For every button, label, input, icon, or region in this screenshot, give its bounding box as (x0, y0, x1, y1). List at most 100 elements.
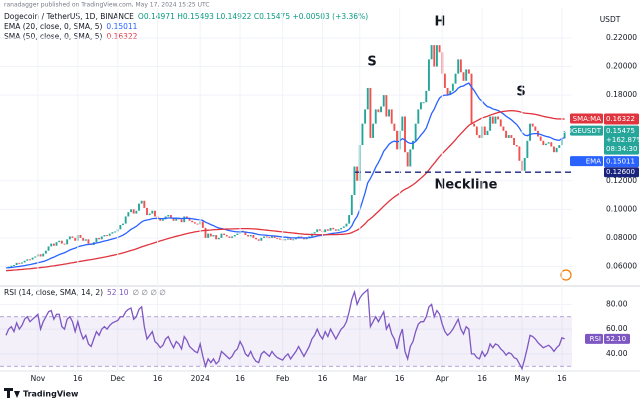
candle-body (292, 239, 295, 241)
annotation: S (516, 85, 525, 100)
candle-body (103, 235, 106, 237)
x-tick-label: 16 (395, 374, 405, 383)
candle-body (553, 146, 555, 153)
x-tick-label: Mar (353, 374, 368, 383)
candle-body (201, 221, 204, 228)
candle-body (135, 210, 138, 214)
candle-body (547, 142, 550, 144)
candle-body (422, 102, 425, 104)
candle-body (231, 236, 234, 238)
candle-body (465, 69, 468, 81)
annotation: S (367, 55, 376, 70)
candle-body (130, 209, 132, 213)
candle-body (425, 90, 428, 103)
series-line (5, 110, 565, 272)
x-tick-label: 2024 (191, 374, 210, 383)
symbol: Dogecoin / TetherUS, 1D, BINANCE (4, 12, 134, 21)
price-tag-name: SMA:MA (573, 115, 602, 123)
candle-body (558, 145, 561, 148)
candle-body (100, 236, 103, 240)
y-tick-label: 0.18000 (606, 90, 637, 99)
candle-body (114, 231, 117, 233)
y-tick-label: 0.06000 (606, 261, 637, 270)
y-tick-label: 0.08000 (606, 233, 637, 242)
candle-body (305, 237, 308, 240)
candle-body (220, 233, 223, 238)
sma-legend-value: 0.16322 (106, 32, 137, 41)
candle-body (119, 225, 122, 230)
ema-legend-value: 0.15011 (106, 22, 137, 31)
price-tag-value: 08:34:30 (606, 145, 637, 153)
candle-body (542, 140, 545, 146)
ohlc: O0.14971 H0.15493 L0.14922 C0.15475 +0.0… (138, 12, 368, 21)
candle-body (356, 166, 359, 181)
candle-body (273, 236, 276, 238)
candle-body (489, 116, 492, 131)
candle-body (63, 243, 66, 245)
candle-body (377, 109, 380, 113)
symbol-line: Dogecoin / TetherUS, 1D, BINANCE O0.14971… (4, 12, 368, 21)
candle-body (523, 157, 526, 171)
candle-body (276, 237, 279, 239)
alert-icon (560, 269, 572, 281)
candle-body (193, 222, 196, 224)
x-tick-label: Feb (276, 374, 290, 383)
candle-body (172, 217, 175, 221)
candle-body (138, 203, 140, 211)
candle-body (47, 246, 50, 251)
candle-body (473, 123, 476, 127)
candle-body (497, 116, 500, 120)
candle-body (39, 254, 42, 257)
candle-body (451, 83, 454, 91)
candle-body (84, 239, 87, 241)
candle-body (499, 119, 502, 127)
candle-body (443, 73, 446, 88)
sma-legend: SMA (50, close, 0, SMA, 5) 0.16322 (4, 32, 138, 41)
candle-body (244, 232, 247, 236)
candle-body (34, 256, 37, 258)
candle-body (111, 232, 114, 234)
x-tick-label: Dec (110, 374, 125, 383)
candle-body (457, 59, 460, 74)
x-tick-label: 16 (477, 374, 487, 383)
candle-body (430, 45, 433, 60)
candle-body (252, 235, 255, 238)
candle-body (188, 217, 191, 221)
candle-body (98, 237, 101, 240)
candle-body (494, 116, 497, 124)
candle-body (316, 229, 319, 233)
candle-body (531, 123, 534, 127)
candle-body (71, 236, 74, 238)
candle-body (361, 123, 364, 146)
sma-legend-label: SMA (50, close, 0, SMA, 5) (4, 32, 103, 41)
x-tick-label: 16 (153, 374, 163, 383)
candle-body (175, 217, 178, 221)
candle-body (505, 130, 508, 138)
candle-body (127, 212, 130, 217)
brand-logo (4, 388, 20, 398)
candle-body (23, 260, 26, 263)
x-tick-label: Apr (436, 374, 450, 383)
candle-body (143, 200, 146, 208)
candle-body (539, 136, 542, 141)
candle-body (417, 109, 420, 124)
candle-body (31, 257, 34, 260)
price-tag-value: +162.87% (606, 136, 640, 144)
candle-body (260, 237, 263, 241)
candle-body (332, 227, 335, 230)
candle-body (217, 237, 220, 240)
candle-body (132, 209, 135, 214)
candle-body (518, 146, 521, 161)
x-tick-label: Nov (31, 374, 46, 383)
candle-body (385, 95, 388, 117)
candle-body (13, 265, 15, 267)
price-tag-value: 0.16322 (606, 115, 635, 123)
candle-body (393, 123, 396, 131)
candle-body (183, 216, 186, 223)
candle-body (95, 237, 98, 243)
candle-body (382, 95, 385, 107)
series-line (5, 82, 565, 269)
candle-body (151, 210, 154, 214)
candle-body (42, 253, 45, 257)
